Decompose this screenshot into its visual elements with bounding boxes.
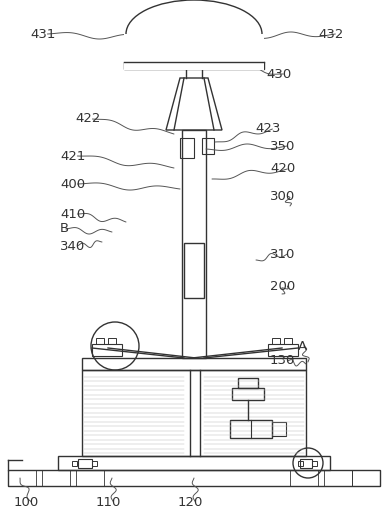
- Bar: [92, 461, 97, 466]
- Text: 100: 100: [14, 496, 39, 508]
- Text: 431: 431: [30, 27, 55, 40]
- Text: 200: 200: [270, 279, 295, 292]
- Bar: [72, 461, 77, 466]
- Bar: [182, 130, 206, 358]
- Bar: [180, 138, 194, 158]
- Text: 423: 423: [255, 123, 281, 136]
- Bar: [82, 358, 306, 370]
- Text: 120: 120: [178, 496, 203, 508]
- Text: 310: 310: [270, 247, 295, 260]
- Bar: [42, 470, 70, 486]
- Text: 340: 340: [60, 239, 85, 253]
- Bar: [268, 344, 298, 356]
- Text: 422: 422: [75, 113, 100, 126]
- Bar: [202, 138, 214, 154]
- Bar: [352, 470, 380, 486]
- Bar: [312, 461, 317, 466]
- Bar: [300, 459, 312, 468]
- Bar: [76, 470, 104, 486]
- Bar: [284, 338, 292, 344]
- Bar: [8, 470, 36, 486]
- Bar: [92, 344, 122, 356]
- Text: B: B: [60, 223, 69, 235]
- Text: 430: 430: [266, 68, 291, 81]
- Bar: [78, 459, 92, 468]
- Text: 350: 350: [270, 139, 295, 152]
- Text: 410: 410: [60, 208, 85, 221]
- Text: 420: 420: [270, 162, 295, 176]
- Text: 130: 130: [270, 355, 295, 367]
- Bar: [324, 470, 352, 486]
- Bar: [124, 34, 264, 70]
- Text: 421: 421: [60, 149, 85, 162]
- Bar: [82, 370, 306, 456]
- Bar: [230, 420, 272, 438]
- Bar: [8, 470, 380, 486]
- Bar: [184, 243, 204, 298]
- Bar: [298, 461, 303, 466]
- Bar: [124, 62, 264, 69]
- Bar: [290, 470, 318, 486]
- Bar: [272, 338, 280, 344]
- Text: 110: 110: [96, 496, 121, 508]
- Bar: [238, 378, 258, 388]
- Bar: [58, 456, 330, 470]
- Bar: [232, 388, 264, 400]
- Bar: [96, 338, 104, 344]
- Text: 300: 300: [270, 190, 295, 202]
- Bar: [108, 338, 116, 344]
- Text: 432: 432: [318, 27, 343, 40]
- Ellipse shape: [126, 0, 262, 68]
- Bar: [272, 422, 286, 436]
- Text: 400: 400: [60, 178, 85, 191]
- Text: A: A: [298, 340, 307, 353]
